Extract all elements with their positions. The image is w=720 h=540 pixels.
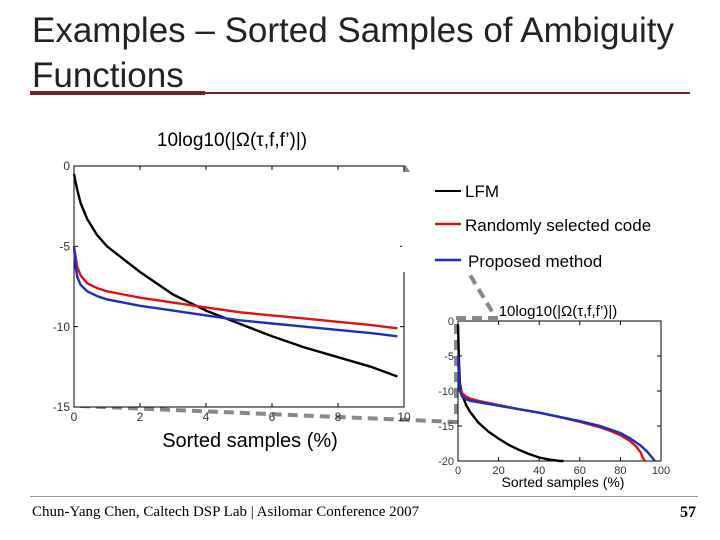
inset-series-line-proposed-method [456, 355, 656, 462]
main-x-tick-label: 2 [137, 410, 144, 424]
inset-x-tick-label: 80 [614, 465, 626, 477]
footer-credit: Chun-Yang Chen, Caltech DSP Lab | Asilom… [32, 504, 420, 520]
legend-label-proposed: Proposed method [468, 252, 602, 271]
legend-background [402, 172, 692, 272]
main-x-tick-label: 10 [397, 410, 411, 424]
main-x-tick-label: 6 [269, 410, 276, 424]
zoom-connector-line-bottom [79, 404, 457, 424]
inset-chart-title: 10log10(|Ω(τ,f,f’)|) [499, 303, 618, 320]
main-y-tick-label: -5 [59, 240, 70, 254]
main-chart: 10log10(|Ω(τ,f,f’)|) 0 2 4 6 8 10 0 -5 -10 -15 So… [53, 130, 411, 452]
inset-y-tick-label: 0 [448, 316, 454, 328]
main-x-tick-label: 8 [335, 410, 342, 424]
slide-title: Examples – Sorted Samples of Ambiguity F… [32, 11, 674, 95]
page-number: 57 [680, 504, 696, 521]
main-series-line-proposed-method [72, 246, 398, 338]
main-y-tick-label: -15 [53, 400, 71, 414]
main-series-line-randomly-selected-code [72, 246, 398, 330]
inset-y-tick-label: -10 [438, 386, 454, 398]
inset-y-tick-label: -15 [438, 421, 454, 433]
main-y-tick-label: -10 [53, 320, 71, 334]
legend-label-lfm: LFM [465, 182, 499, 201]
main-x-tick-label: 4 [203, 410, 210, 424]
main-series-line-lfm [72, 173, 398, 378]
inset-chart: 10log10(|Ω(τ,f,f’)|) 0 20 40 60 80 100 0 -5 -10 -… [438, 303, 670, 490]
inset-y-tick-label: -20 [438, 456, 454, 468]
title-underline [205, 92, 690, 94]
main-x-tick-label: 0 [71, 410, 78, 424]
inset-x-tick-label: 100 [652, 465, 670, 477]
chart-legend: LFM Randomly selected code Proposed meth… [402, 172, 692, 272]
title-underline-accent [30, 91, 205, 95]
main-x-axis-label: Sorted samples (%) [162, 430, 338, 452]
inset-x-tick-label: 40 [533, 465, 545, 477]
inset-x-tick-label: 20 [492, 465, 504, 477]
legend-label-random: Randomly selected code [465, 216, 651, 235]
footer-rule [30, 496, 698, 497]
main-chart-title: 10log10(|Ω(τ,f,f’)|) [157, 130, 307, 151]
inset-x-tick-label: 60 [574, 465, 586, 477]
main-plot-frame [73, 165, 405, 408]
main-y-tick-label: 0 [63, 159, 70, 173]
inset-x-tick-label: 0 [455, 465, 461, 477]
inset-x-axis-label: Sorted samples (%) [502, 474, 625, 490]
inset-y-tick-label: -5 [444, 351, 454, 363]
